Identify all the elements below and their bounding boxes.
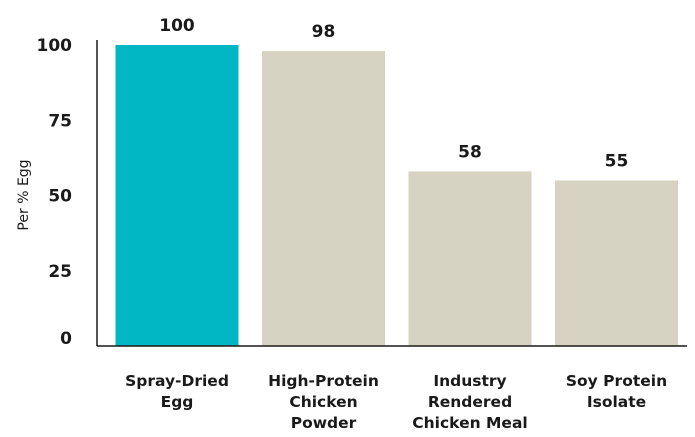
y-axis-title: Per % Egg — [16, 159, 32, 230]
y-tick-label: 25 — [48, 262, 72, 282]
y-tick-label: 75 — [48, 111, 72, 131]
x-tick-label: High-Protein Chicken Powder — [268, 372, 379, 432]
x-tick-label: Industry Rendered Chicken Meal — [412, 372, 527, 432]
y-axis-ticks: 0 25 50 75 100 — [37, 36, 73, 349]
value-labels: 100 98 58 55 — [159, 16, 628, 171]
x-tick-label: Soy Protein Isolate — [566, 372, 667, 411]
data-label: 100 — [159, 16, 195, 36]
x-tick-label: Spray-Dried Egg — [125, 372, 229, 411]
bar — [262, 51, 385, 347]
y-tick-label: 50 — [48, 187, 72, 207]
bar — [115, 45, 239, 346]
data-label: 55 — [605, 151, 629, 171]
bar — [555, 180, 678, 346]
data-label: 58 — [458, 142, 482, 162]
bar — [408, 171, 532, 346]
data-label: 98 — [312, 22, 336, 42]
bars — [115, 45, 678, 347]
y-tick-label: 0 — [60, 329, 72, 349]
category-labels: Spray-Dried Egg High-Protein Chicken Powder I… — [125, 372, 667, 432]
y-tick-label: 100 — [37, 36, 73, 56]
